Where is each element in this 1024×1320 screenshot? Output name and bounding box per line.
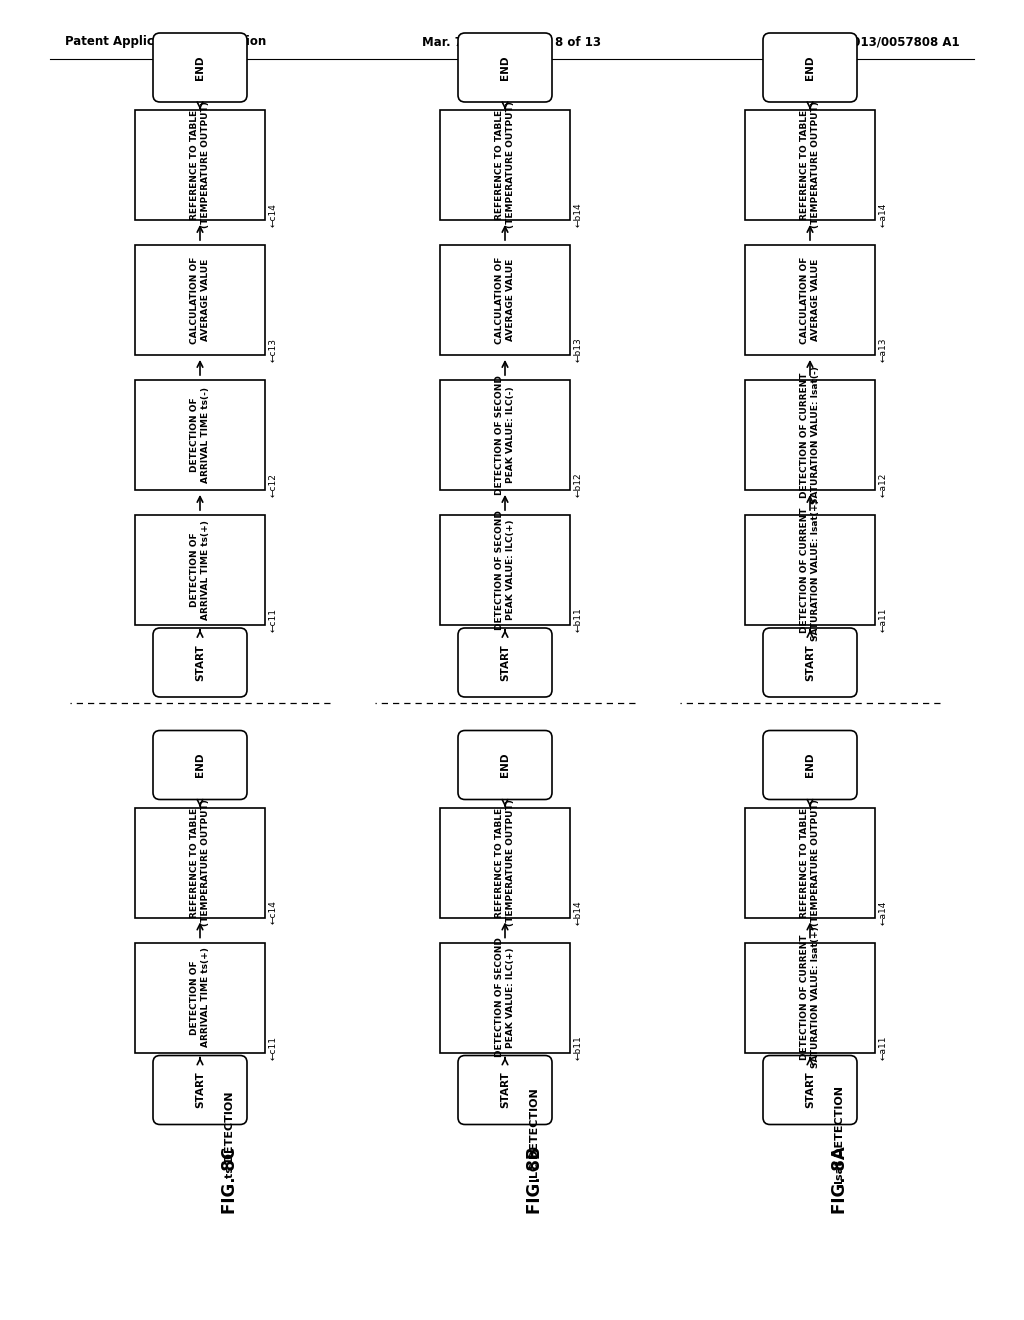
- Text: ←a11: ←a11: [879, 1035, 888, 1060]
- Text: Mar. 7, 2013  Sheet 8 of 13: Mar. 7, 2013 Sheet 8 of 13: [423, 36, 601, 49]
- Text: FIG. 8B: FIG. 8B: [526, 1146, 544, 1214]
- FancyBboxPatch shape: [440, 380, 570, 490]
- FancyBboxPatch shape: [458, 730, 552, 800]
- Text: END: END: [500, 55, 510, 79]
- Text: START: START: [805, 644, 815, 681]
- Text: Patent Application Publication: Patent Application Publication: [65, 36, 266, 49]
- FancyBboxPatch shape: [135, 942, 265, 1052]
- FancyBboxPatch shape: [745, 808, 874, 917]
- FancyBboxPatch shape: [745, 515, 874, 624]
- Text: DETECTION OF SECOND
PEAK VALUE: ILC(+): DETECTION OF SECOND PEAK VALUE: ILC(+): [496, 510, 515, 630]
- FancyBboxPatch shape: [440, 808, 570, 917]
- FancyBboxPatch shape: [458, 33, 552, 102]
- FancyBboxPatch shape: [153, 1056, 247, 1125]
- Text: REFERENCE TO TABLE
(TEMPERATURE OUTPUT): REFERENCE TO TABLE (TEMPERATURE OUTPUT): [801, 799, 819, 925]
- FancyBboxPatch shape: [440, 942, 570, 1052]
- Text: ←a14: ←a14: [879, 203, 888, 227]
- Text: REFERENCE TO TABLE
(TEMPERATURE OUTPUT): REFERENCE TO TABLE (TEMPERATURE OUTPUT): [190, 799, 210, 925]
- Text: Isat DETECTION: Isat DETECTION: [835, 1086, 845, 1184]
- Text: ←c11: ←c11: [268, 1035, 278, 1060]
- Text: DETECTION OF CURRENT
SATURATION VALUE: Isat(+): DETECTION OF CURRENT SATURATION VALUE: I…: [801, 499, 819, 642]
- FancyBboxPatch shape: [763, 1056, 857, 1125]
- Text: ←c11: ←c11: [268, 609, 278, 632]
- Text: FIG. 8A: FIG. 8A: [831, 1146, 849, 1214]
- Text: ←b13: ←b13: [573, 338, 583, 363]
- Text: FIG. 8C: FIG. 8C: [221, 1147, 239, 1213]
- Text: ←a13: ←a13: [879, 338, 888, 362]
- FancyBboxPatch shape: [745, 380, 874, 490]
- Text: ←b11: ←b11: [573, 607, 583, 632]
- Text: CALCULATION OF
AVERAGE VALUE: CALCULATION OF AVERAGE VALUE: [801, 256, 819, 343]
- Text: ←b14: ←b14: [573, 900, 583, 925]
- Text: ←b12: ←b12: [573, 473, 583, 498]
- FancyBboxPatch shape: [135, 808, 265, 917]
- Text: REFERENCE TO TABLE
(TEMPERATURE OUTPUT): REFERENCE TO TABLE (TEMPERATURE OUTPUT): [496, 102, 515, 228]
- FancyBboxPatch shape: [135, 246, 265, 355]
- FancyBboxPatch shape: [135, 110, 265, 220]
- Text: DETECTION OF CURRENT
SATURATION VALUE: Isat(-): DETECTION OF CURRENT SATURATION VALUE: I…: [801, 366, 819, 504]
- Text: DETECTION OF
ARRIVAL TIME ts(+): DETECTION OF ARRIVAL TIME ts(+): [190, 948, 210, 1048]
- FancyBboxPatch shape: [458, 628, 552, 697]
- Text: ←a11: ←a11: [879, 607, 888, 632]
- Text: END: END: [500, 752, 510, 777]
- Text: DETECTION OF CURRENT
SATURATION VALUE: Isat(+): DETECTION OF CURRENT SATURATION VALUE: I…: [801, 927, 819, 1068]
- FancyBboxPatch shape: [153, 33, 247, 102]
- FancyBboxPatch shape: [745, 942, 874, 1052]
- Text: START: START: [805, 1072, 815, 1109]
- Text: DETECTION OF
ARRIVAL TIME ts(-): DETECTION OF ARRIVAL TIME ts(-): [190, 387, 210, 483]
- FancyBboxPatch shape: [135, 515, 265, 624]
- Text: END: END: [805, 752, 815, 777]
- Text: ILC DETECTION: ILC DETECTION: [530, 1088, 540, 1181]
- FancyBboxPatch shape: [745, 246, 874, 355]
- FancyBboxPatch shape: [440, 246, 570, 355]
- FancyBboxPatch shape: [763, 33, 857, 102]
- Text: START: START: [195, 644, 205, 681]
- FancyBboxPatch shape: [153, 628, 247, 697]
- Text: ←a12: ←a12: [879, 473, 888, 498]
- Text: CALCULATION OF
AVERAGE VALUE: CALCULATION OF AVERAGE VALUE: [190, 256, 210, 343]
- Text: REFERENCE TO TABLE
(TEMPERATURE OUTPUT): REFERENCE TO TABLE (TEMPERATURE OUTPUT): [801, 102, 819, 228]
- Text: ←a14: ←a14: [879, 900, 888, 925]
- Text: END: END: [195, 55, 205, 79]
- FancyBboxPatch shape: [440, 515, 570, 624]
- Text: END: END: [195, 752, 205, 777]
- Text: DETECTION OF SECOND
PEAK VALUE: ILC(-): DETECTION OF SECOND PEAK VALUE: ILC(-): [496, 375, 515, 495]
- Text: ←b11: ←b11: [573, 1035, 583, 1060]
- Text: CALCULATION OF
AVERAGE VALUE: CALCULATION OF AVERAGE VALUE: [496, 256, 515, 343]
- FancyBboxPatch shape: [763, 730, 857, 800]
- Text: DETECTION OF
ARRIVAL TIME ts(+): DETECTION OF ARRIVAL TIME ts(+): [190, 520, 210, 620]
- Text: START: START: [500, 1072, 510, 1109]
- Text: ←c13: ←c13: [268, 338, 278, 362]
- Text: REFERENCE TO TABLE
(TEMPERATURE OUTPUT): REFERENCE TO TABLE (TEMPERATURE OUTPUT): [190, 102, 210, 228]
- Text: REFERENCE TO TABLE
(TEMPERATURE OUTPUT): REFERENCE TO TABLE (TEMPERATURE OUTPUT): [496, 799, 515, 925]
- Text: US 2013/0057808 A1: US 2013/0057808 A1: [822, 36, 961, 49]
- FancyBboxPatch shape: [153, 730, 247, 800]
- FancyBboxPatch shape: [440, 110, 570, 220]
- FancyBboxPatch shape: [458, 1056, 552, 1125]
- Text: ←c14: ←c14: [268, 203, 278, 227]
- Text: ←b14: ←b14: [573, 203, 583, 227]
- FancyBboxPatch shape: [763, 628, 857, 697]
- FancyBboxPatch shape: [745, 110, 874, 220]
- Text: ←c14: ←c14: [268, 900, 278, 924]
- Text: END: END: [805, 55, 815, 79]
- FancyBboxPatch shape: [135, 380, 265, 490]
- Text: ts DETECTION: ts DETECTION: [225, 1092, 234, 1179]
- Text: START: START: [500, 644, 510, 681]
- Text: START: START: [195, 1072, 205, 1109]
- Text: DETECTION OF SECOND
PEAK VALUE: ILC(+): DETECTION OF SECOND PEAK VALUE: ILC(+): [496, 937, 515, 1057]
- Text: ←c12: ←c12: [268, 473, 278, 496]
